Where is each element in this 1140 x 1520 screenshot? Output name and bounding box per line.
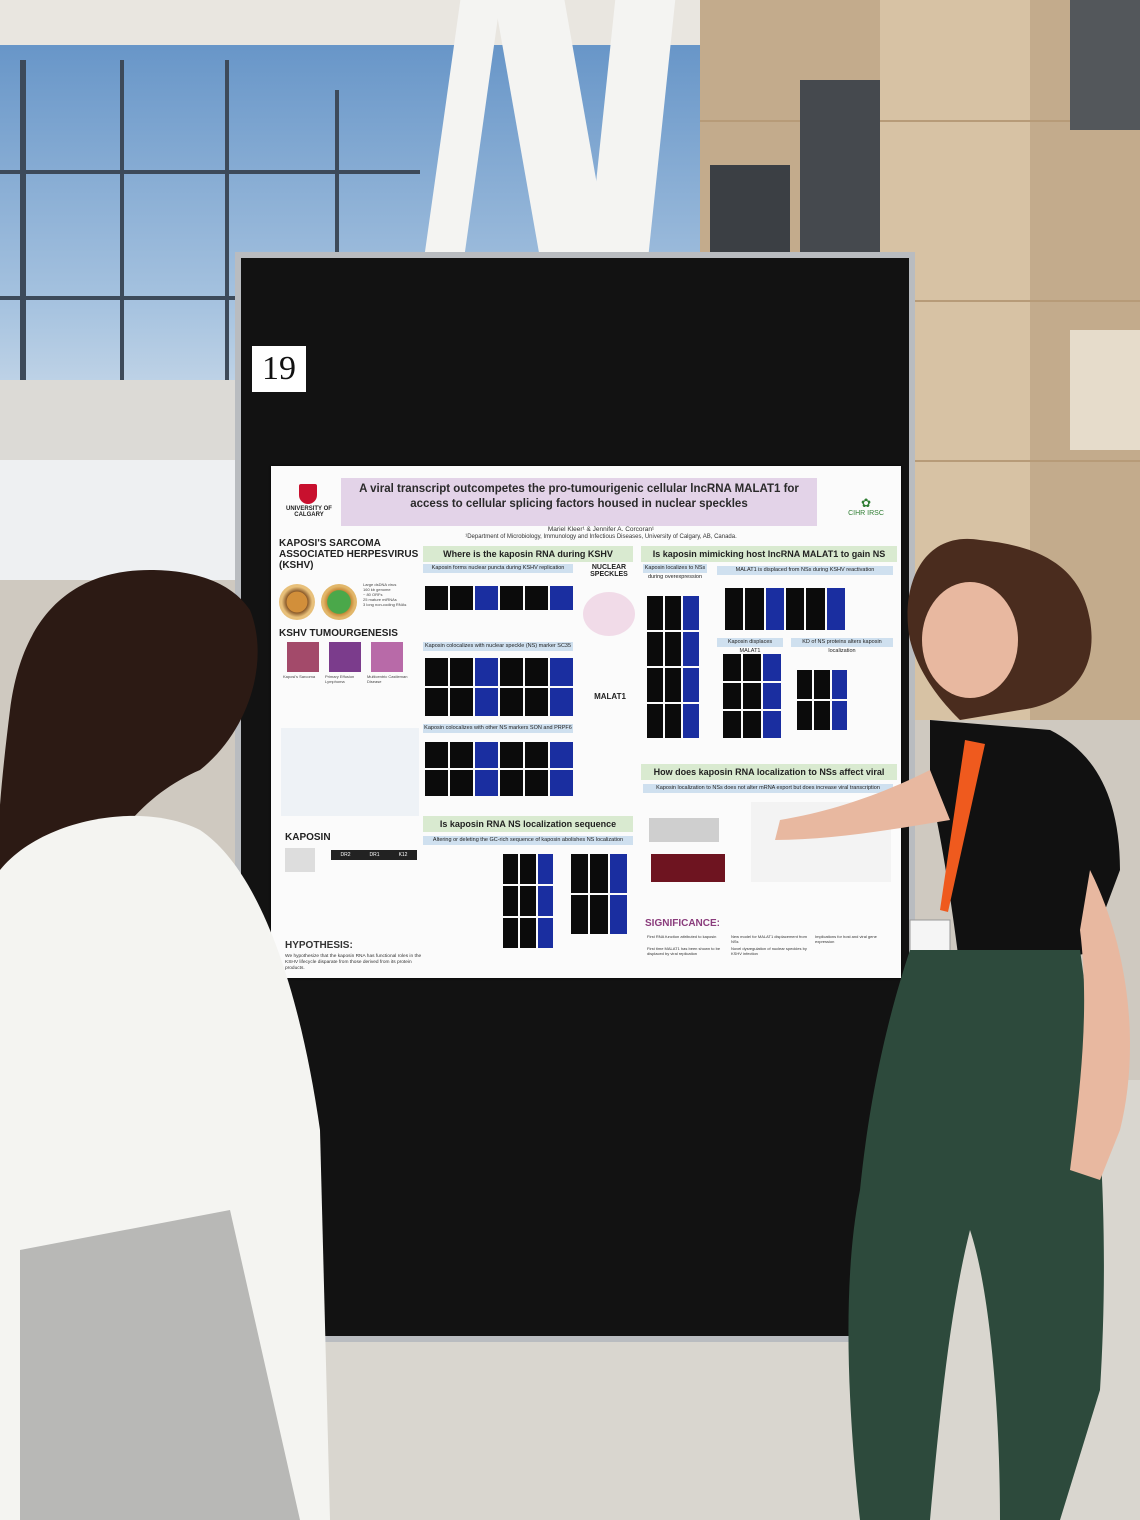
university-name: UNIVERSITY OF CALGARY <box>286 506 332 518</box>
subheading: Kaposin localizes to NSs during overexpr… <box>643 564 707 580</box>
microscopy-panel <box>425 586 573 610</box>
crest-icon <box>299 484 317 504</box>
locus-element: K12 <box>398 852 408 858</box>
histology-image <box>371 642 403 672</box>
significance-list: First RNA function attributed to kaposin… <box>647 934 897 956</box>
microscopy-panel <box>725 588 845 630</box>
nuclear-speckles-heading: NUCLEAR SPECKLES <box>590 564 628 578</box>
virion-diagram <box>279 584 315 620</box>
funder-logo: ✿ CIHR IRSC <box>841 496 891 526</box>
histology-image <box>329 642 361 672</box>
microscopy-panel <box>651 854 725 882</box>
histology-image <box>287 642 319 672</box>
presenter-person <box>775 538 1130 1520</box>
western-blot <box>649 818 719 842</box>
microscopy-panel <box>797 670 847 730</box>
window-mullion <box>20 60 26 530</box>
fact: 3 long non-coding RNAs <box>363 602 407 607</box>
significance-item: Novel dysregulation of nuclear speckles … <box>731 946 807 956</box>
leaf-icon: ✿ <box>860 496 872 510</box>
tumour-label: Multicentric Castleman Disease <box>367 674 408 684</box>
kaposin-heading: KAPOSIN <box>285 832 331 843</box>
hypothesis-heading: HYPOTHESIS: <box>285 940 353 951</box>
microscopy-panel <box>723 654 781 738</box>
significance-item: New model for MALAT1 displacement from N… <box>731 934 807 944</box>
microscopy-panel <box>503 854 553 948</box>
window-mullion <box>0 170 420 174</box>
window-mullion <box>120 60 124 530</box>
section-heading: Is kaposin RNA NS localization sequence … <box>423 816 633 845</box>
window-mullion <box>0 296 420 300</box>
lower-window <box>0 460 240 580</box>
subheading: Kaposin localization to NSs does not alt… <box>643 784 893 793</box>
trousers <box>848 950 1104 1520</box>
kaposin-locus: DR2 DR1 K12 <box>331 850 417 860</box>
face <box>922 582 1018 698</box>
subheading: MALAT1 is displaced from NSs during KSHV… <box>717 566 893 575</box>
poster-title: A viral transcript outcompetes the pro-t… <box>341 478 817 526</box>
microscopy-panel <box>425 742 573 796</box>
subheading: Kaposin colocalizes with other NS marker… <box>423 724 573 733</box>
window-mullion <box>335 90 339 290</box>
striped-shirt <box>20 1210 300 1520</box>
funder-name: CIHR IRSC <box>848 510 884 517</box>
locus-element: DR2 <box>340 852 351 858</box>
malat1-heading: MALAT1 <box>594 692 626 701</box>
poster-affiliation: ¹Department of Microbiology, Immunology … <box>465 534 737 540</box>
right-arm <box>1070 870 1130 1180</box>
lanyard <box>940 740 985 912</box>
balcony <box>0 380 240 460</box>
board-number: 19 <box>252 346 306 392</box>
black-top <box>930 720 1120 970</box>
subheading: KD of NS proteins alters kaposin localiz… <box>791 638 893 654</box>
speckle-diagram <box>583 592 635 636</box>
genome-map <box>285 848 315 872</box>
fact: 25 mature miRNAs <box>363 597 397 602</box>
university-logo: UNIVERSITY OF CALGARY <box>279 484 339 524</box>
significance-item: First RNA function attributed to kaposin <box>647 934 717 939</box>
kshv-heading: KAPOSI'S SARCOMA ASSOCIATED HERPESVIRUS … <box>279 538 419 571</box>
lifecycle-diagram <box>281 728 419 816</box>
arm <box>775 770 950 840</box>
brick-line <box>700 120 1140 122</box>
poster-authors: Mariel Kleer¹ & Jennifer A. Corcoran¹ <box>547 526 655 533</box>
tumourigenesis-heading: KSHV TUMOURGENESIS <box>279 628 398 639</box>
interior-window <box>800 80 880 260</box>
interior-room <box>1070 330 1140 450</box>
microscopy-panel <box>647 596 699 738</box>
significance-item: First time MALAT1 has been shown to be d… <box>647 946 721 956</box>
fact: ~ 80 ORFs <box>363 592 383 597</box>
significance-heading: SIGNIFICANCE: <box>645 918 720 929</box>
microscopy-panel <box>425 658 573 716</box>
tumour-label: Primary Effusion Lymphoma <box>325 674 355 684</box>
interior-window <box>1070 0 1140 130</box>
research-poster: UNIVERSITY OF CALGARY A viral transcript… <box>271 466 901 978</box>
brick-line <box>700 300 1140 302</box>
hypothesis-text: We hypothesize that the kaposin RNA has … <box>285 954 422 971</box>
kshv-facts: Large dsDNA virus 160 kb genome ~ 80 ORF… <box>363 582 419 607</box>
section-heading: Where is the kaposin RNA during KSHV inf… <box>423 546 633 575</box>
interior-window <box>710 165 790 265</box>
tumour-label: Kaposi's Sarcoma <box>283 674 316 679</box>
fact: 160 kb genome <box>363 587 391 592</box>
subheading: Altering or deleting the GC-rich sequenc… <box>423 836 633 845</box>
subheading: Kaposin forms nuclear puncta during KSHV… <box>423 564 573 573</box>
visitor-person <box>0 570 330 1520</box>
subheading: Kaposin colocalizes with nuclear speckle… <box>423 642 573 651</box>
brick-line <box>700 460 1140 462</box>
fact: Large dsDNA virus <box>363 582 397 587</box>
virion-diagram <box>321 584 357 620</box>
window-mullion <box>225 60 229 390</box>
significance-item: Implications for host and viral gene exp… <box>815 934 877 944</box>
subheading: Kaposin displaces MALAT1 <box>717 638 783 654</box>
locus-element: DR1 <box>369 852 380 858</box>
microscopy-panel <box>571 854 627 934</box>
